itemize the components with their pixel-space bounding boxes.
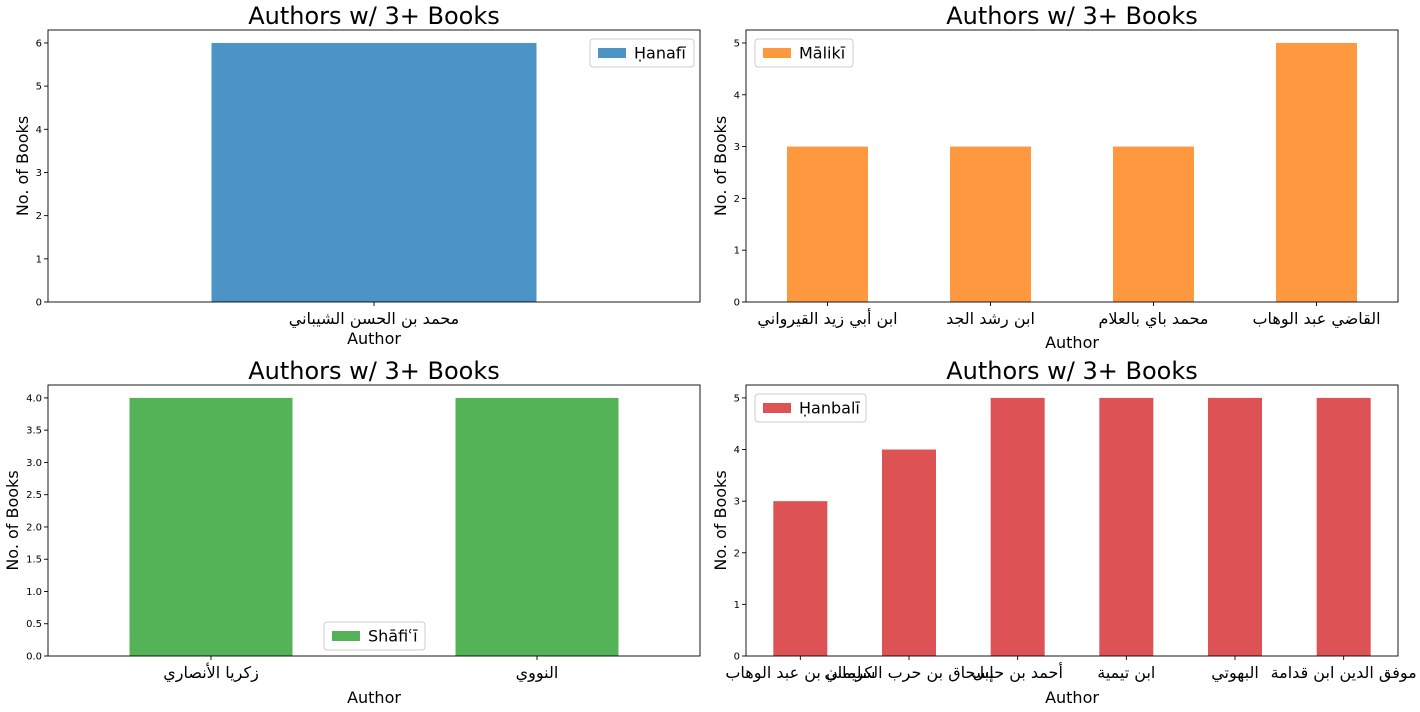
y-tick-label: 0 (734, 298, 740, 309)
legend-swatch (763, 48, 791, 58)
legend-swatch (763, 403, 791, 413)
y-tick-label: 4.0 (26, 393, 42, 404)
bar (950, 146, 1031, 302)
x-tick-label: أحمد بن حنبل (972, 662, 1062, 683)
bar (1276, 42, 1357, 302)
legend-swatch (598, 48, 626, 58)
legend: Shāfiʿī (323, 621, 426, 651)
y-tick-label: 1.0 (26, 587, 42, 598)
legend-box (754, 38, 854, 68)
x-axis-label: Author (1045, 333, 1099, 352)
y-tick-label: 3.0 (26, 458, 42, 469)
x-axis-label: Author (347, 329, 401, 348)
y-tick-label: 4 (734, 445, 740, 456)
x-tick-label: إسحاق بن حرب الكرماني (824, 663, 993, 683)
x-tick-label: محمد بن الحسن الشيباني (289, 309, 459, 329)
y-tick-label: 3.5 (26, 426, 42, 437)
y-tick-label: 3 (734, 142, 740, 153)
bar (211, 42, 537, 302)
y-tick-label: 1 (734, 600, 740, 611)
y-tick-label: 0 (734, 652, 740, 663)
legend-swatch (332, 631, 360, 641)
legend-label: Mālikī (799, 44, 846, 63)
legend: Ḥanafī (589, 38, 695, 68)
y-tick-label: 0.0 (26, 652, 42, 663)
y-tick-label: 3 (36, 168, 42, 179)
bar (1316, 397, 1371, 656)
x-tick-label: القاضي عبد الوهاب (1252, 309, 1380, 329)
legend-label: Shāfiʿī (368, 627, 418, 646)
bar (773, 501, 828, 656)
legend: Mālikī (754, 38, 854, 68)
bar (787, 146, 868, 302)
x-tick-label: النووي (516, 663, 559, 683)
y-tick-label: 1 (36, 254, 42, 265)
x-tick-label: ابن تيمية (1097, 663, 1155, 683)
y-tick-label: 2 (734, 194, 740, 205)
y-tick-label: 5 (734, 38, 740, 49)
plot-frame (47, 384, 701, 657)
legend: Ḥanbalī (754, 393, 867, 423)
x-tick-label: موفق الدين ابن قدامة (1271, 663, 1417, 683)
bar (1113, 146, 1194, 302)
bar (455, 397, 619, 656)
legend-label: Ḥanafī (634, 44, 686, 63)
x-axis-label: Author (347, 688, 401, 707)
legend-box (754, 393, 867, 423)
y-tick-label: 3 (734, 497, 740, 508)
x-tick-label: محمد باي بالعلام (1099, 309, 1209, 329)
y-tick-label: 5 (36, 82, 42, 93)
chart-title: Authors w/ 3+ Books (248, 2, 500, 30)
bar (1208, 397, 1262, 656)
y-axis-label: No. of Books (711, 470, 730, 570)
x-tick-label: زكريا الأنصاري (163, 662, 259, 683)
chart-panel-3: Authors w/ 3+ Books 0.0 0.5 1.0 1.5 2.0 2.5 3.0… (3, 357, 701, 707)
y-tick-label: 4 (734, 90, 740, 101)
y-axis-label: No. of Books (3, 470, 22, 570)
plot-frame (745, 384, 1399, 657)
bar (882, 449, 936, 656)
x-tick-label: ابن أبي زيد القيرواني (757, 308, 897, 329)
x-tick-label: ابن رشد الجد (946, 309, 1035, 329)
y-tick-label: 2.5 (26, 490, 42, 501)
chart-title: Authors w/ 3+ Books (946, 357, 1198, 385)
legend-box (323, 621, 426, 651)
chart-title: Authors w/ 3+ Books (248, 357, 500, 385)
x-axis-label: Author (1045, 688, 1099, 707)
x-tick-label: البهوتي (1211, 663, 1259, 683)
y-axis-label: No. of Books (711, 116, 730, 216)
bar (1099, 397, 1154, 656)
y-axis-label: No. of Books (13, 116, 32, 216)
x-tick-label: سليمان بن عبد الوهاب (725, 663, 875, 683)
legend-label: Ḥanbalī (799, 399, 860, 418)
y-tick-label: 0.5 (26, 619, 42, 630)
chart-panel-2: Authors w/ 3+ Books 0 1 2 3 4 5 ابن أبي زيد الق… (711, 2, 1399, 352)
chart-panel-4: Authors w/ 3+ Books 0 1 2 3 4 5 سليمان بن عبد ا… (711, 357, 1417, 707)
legend-box (589, 38, 695, 68)
bar (990, 397, 1045, 656)
y-tick-label: 1.5 (26, 555, 42, 566)
chart-panel-1: Authors w/ 3+ Books 0 1 2 3 4 5 6 محمد بن الحسن … (13, 2, 701, 348)
chart-title: Authors w/ 3+ Books (946, 2, 1198, 30)
y-tick-label: 2 (36, 211, 42, 222)
y-tick-label: 1 (734, 246, 740, 257)
y-tick-label: 6 (36, 38, 42, 49)
y-tick-label: 2.0 (26, 522, 42, 533)
y-tick-label: 4 (36, 125, 42, 136)
bar (129, 397, 293, 656)
y-tick-label: 5 (734, 393, 740, 404)
y-tick-label: 2 (734, 548, 740, 559)
y-tick-label: 0 (36, 298, 42, 309)
plot-frame (745, 29, 1399, 303)
